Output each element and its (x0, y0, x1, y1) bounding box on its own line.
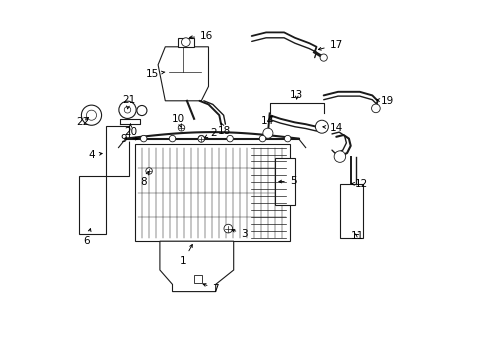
Circle shape (226, 135, 233, 142)
Text: 11: 11 (350, 231, 364, 241)
Circle shape (198, 136, 204, 142)
Circle shape (263, 128, 272, 138)
Text: 19: 19 (376, 96, 394, 106)
Bar (194, 275, 202, 283)
Circle shape (178, 125, 184, 131)
Circle shape (284, 135, 290, 142)
Circle shape (181, 38, 190, 46)
Text: 10: 10 (171, 114, 184, 127)
Polygon shape (158, 47, 208, 101)
Circle shape (145, 168, 152, 174)
Circle shape (371, 104, 380, 113)
Text: 7: 7 (203, 284, 219, 294)
Text: 3: 3 (231, 229, 247, 239)
Bar (106, 126, 129, 176)
Bar (178, 38, 194, 47)
Bar (275, 158, 294, 205)
Circle shape (315, 120, 328, 133)
Text: 20: 20 (123, 124, 137, 137)
Text: 15: 15 (146, 69, 164, 79)
Circle shape (259, 135, 265, 142)
Text: 21: 21 (122, 95, 135, 109)
Circle shape (333, 151, 345, 162)
Bar (134, 144, 289, 241)
Circle shape (224, 224, 232, 233)
Circle shape (124, 107, 130, 113)
Text: 1: 1 (180, 244, 192, 266)
Text: 13: 13 (289, 90, 303, 100)
Circle shape (86, 110, 96, 120)
Circle shape (137, 105, 146, 116)
Circle shape (198, 135, 204, 142)
Text: 2: 2 (204, 128, 217, 138)
Text: 8: 8 (140, 171, 148, 187)
Text: 16: 16 (189, 31, 213, 41)
Bar (79, 176, 106, 234)
Circle shape (81, 105, 102, 125)
Text: 18: 18 (218, 123, 231, 136)
Polygon shape (160, 241, 233, 292)
Circle shape (169, 135, 175, 142)
Text: 5: 5 (278, 176, 296, 186)
Text: 17: 17 (318, 40, 342, 50)
Circle shape (320, 54, 326, 61)
Text: 9: 9 (121, 134, 138, 144)
Circle shape (119, 101, 136, 118)
Text: 6: 6 (83, 229, 91, 246)
Text: 14: 14 (322, 123, 342, 133)
Circle shape (140, 135, 146, 142)
Text: 22: 22 (77, 117, 90, 127)
Text: 14: 14 (261, 116, 274, 126)
Bar (339, 184, 363, 238)
Text: 4: 4 (88, 150, 102, 160)
Text: 12: 12 (351, 179, 367, 189)
